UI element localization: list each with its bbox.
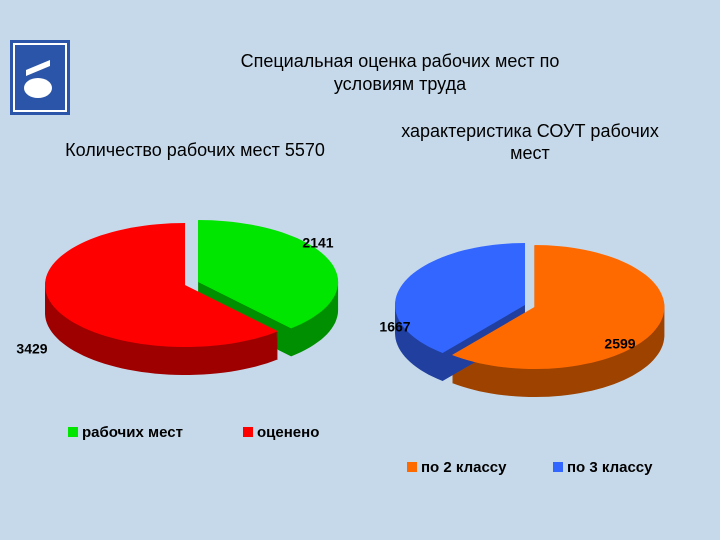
pie [395, 243, 665, 397]
legend-swatch [407, 462, 417, 472]
legend-label: оценено [257, 424, 319, 441]
chart-title-box: Количество рабочих мест 5570 [65, 140, 325, 160]
legend-label: рабочих мест [82, 424, 183, 441]
legend-label: по 3 классу [567, 459, 653, 476]
chart-title-box: характеристика СОУТ рабочих мест [401, 121, 659, 163]
data-label: 3429 [16, 341, 47, 357]
logo [10, 40, 70, 115]
slice [45, 223, 278, 347]
slide-title: Специальная оценка рабочих мест по услов… [240, 51, 560, 94]
slice [395, 243, 525, 353]
legend-swatch [243, 427, 253, 437]
legend-swatch [553, 462, 563, 472]
data-label: 2599 [604, 336, 635, 352]
chart-title: характеристика СОУТ рабочих мест [401, 121, 659, 163]
legend-label: по 2 классу [421, 459, 507, 476]
data-label: 2141 [302, 235, 333, 251]
title-box: Специальная оценка рабочих мест по услов… [240, 51, 560, 94]
legend-swatch [68, 427, 78, 437]
pie [45, 220, 339, 375]
slice [198, 220, 339, 329]
data-label: 1667 [379, 319, 410, 335]
slice [452, 245, 665, 369]
chart-title: Количество рабочих мест 5570 [65, 140, 325, 160]
